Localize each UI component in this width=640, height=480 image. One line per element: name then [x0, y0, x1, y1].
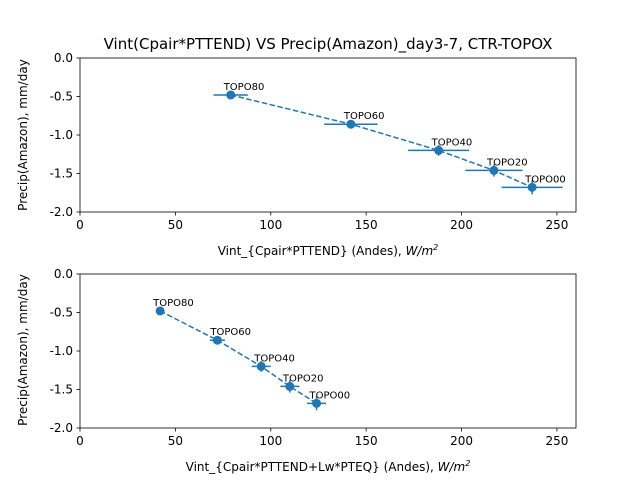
data-point	[434, 145, 444, 155]
chart-top: Vint(Cpair*PTTEND) VS Precip(Amazon)_day…	[16, 35, 577, 258]
y-tick-label: -0.5	[50, 306, 73, 320]
x-axis-unit-exponent: 2	[465, 459, 470, 468]
x-tick-label: 200	[450, 434, 473, 448]
chart-bottom: Vint_{Cpair*PTTEND+Lw*PTEQ} (Andes), W/m…	[16, 267, 577, 474]
x-tick-label: 50	[168, 218, 183, 232]
y-tick-label: -1.5	[50, 383, 73, 397]
x-tick-label: 200	[450, 218, 473, 232]
x-ticks: 0 50 100 150 200 250	[76, 428, 568, 448]
point-label: TOPO60	[343, 111, 385, 122]
point-label: TOPO00	[309, 390, 351, 401]
data-point-group: TOPO00	[501, 174, 566, 195]
data-point-group: TOPO40	[408, 137, 473, 156]
x-tick-label: 100	[259, 434, 282, 448]
data-point	[256, 361, 266, 371]
x-axis-unit-exponent: 2	[433, 243, 438, 252]
data-point-group: TOPO20	[280, 373, 324, 393]
x-tick-label: 50	[168, 434, 183, 448]
point-label: TOPO80	[223, 82, 265, 93]
y-tick-label: -1.0	[50, 344, 73, 358]
data-point	[312, 398, 322, 408]
x-tick-label: 0	[76, 434, 84, 448]
data-point-group: TOPO60	[209, 327, 251, 345]
x-tick-label: 150	[355, 218, 378, 232]
point-label: TOPO60	[209, 327, 251, 338]
x-tick-label: 250	[545, 434, 568, 448]
data-point-group: TOPO00	[307, 390, 351, 411]
y-tick-label: 0.0	[54, 267, 73, 281]
y-tick-label: -2.0	[50, 205, 73, 219]
data-point-group: TOPO80	[213, 82, 265, 100]
y-tick-label: -0.5	[50, 90, 73, 104]
data-point-group: TOPO40	[251, 353, 295, 372]
y-tick-label: -1.5	[50, 167, 73, 181]
point-label: TOPO40	[431, 137, 473, 148]
x-axis-unit: W/m	[406, 244, 434, 258]
x-tick-label: 150	[355, 434, 378, 448]
data-point-group: TOPO60	[324, 111, 385, 129]
x-tick-label: 250	[545, 218, 568, 232]
x-tick-label: 100	[259, 218, 282, 232]
point-label: TOPO40	[253, 353, 295, 364]
y-tick-label: -2.0	[50, 421, 73, 435]
chart-title: Vint(Cpair*PTTEND) VS Precip(Amazon)_day…	[104, 35, 553, 54]
data-point	[285, 381, 295, 391]
point-label: TOPO20	[282, 373, 324, 384]
point-label: TOPO80	[152, 298, 194, 309]
data-point	[155, 306, 165, 316]
x-axis-label-text: Vint_{Cpair*PTTEND+Lw*PTEQ} (Andes),	[186, 460, 438, 474]
y-ticks: 0.0 -0.5 -1.0 -1.5 -2.0	[50, 267, 80, 435]
data-point	[489, 165, 499, 175]
data-point-group: TOPO20	[465, 157, 528, 177]
data-point	[212, 335, 222, 345]
series-line	[230, 94, 533, 189]
x-axis-label: Vint_{Cpair*PTTEND} (Andes), W/m2	[218, 243, 439, 258]
data-point	[527, 182, 537, 192]
x-tick-label: 0	[76, 218, 84, 232]
y-axis-label: Precip(Amazon), mm/day	[16, 274, 30, 426]
data-point	[346, 119, 356, 129]
x-axis-label: Vint_{Cpair*PTTEND+Lw*PTEQ} (Andes), W/m…	[186, 459, 471, 474]
y-tick-label: -1.0	[50, 128, 73, 142]
data-point-group: TOPO80	[152, 298, 194, 316]
y-axis-label: Precip(Amazon), mm/day	[16, 59, 30, 211]
y-ticks: 0.0 -0.5 -1.0 -1.5 -2.0	[50, 51, 80, 219]
y-tick-label: 0.0	[54, 51, 73, 65]
x-ticks: 0 50 100 150 200 250	[76, 212, 568, 232]
x-axis-label-text: Vint_{Cpair*PTTEND} (Andes),	[218, 244, 406, 258]
x-axis-unit: W/m	[438, 460, 466, 474]
point-label: TOPO20	[486, 157, 528, 168]
point-label: TOPO00	[524, 174, 566, 185]
data-point	[226, 90, 236, 100]
